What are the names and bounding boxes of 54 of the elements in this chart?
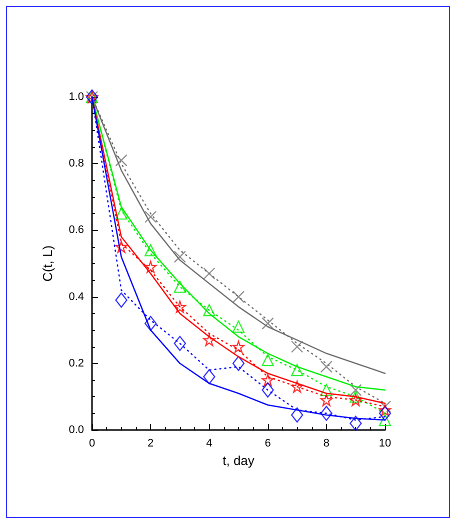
point [378, 414, 392, 426]
point [378, 404, 392, 416]
y-tick-label: 0.6 [68, 224, 84, 236]
point [144, 316, 157, 332]
point [203, 304, 216, 316]
point [144, 210, 157, 223]
point [174, 280, 186, 293]
point [203, 369, 216, 384]
point [115, 240, 128, 253]
point [350, 384, 362, 396]
point [320, 406, 332, 421]
x-tick-label: 6 [264, 438, 271, 450]
point [174, 250, 186, 263]
x-tick-label: 8 [323, 438, 330, 450]
point [232, 340, 245, 353]
y-tick-label: 0.0 [68, 424, 84, 436]
point [262, 317, 274, 330]
point [203, 334, 216, 346]
point [350, 394, 362, 406]
y-tick-label: 0.4 [68, 290, 84, 303]
y-tick-label: 0.2 [68, 357, 84, 370]
y-tick-label: 1.0 [68, 91, 84, 103]
point [291, 407, 304, 423]
point [291, 340, 304, 353]
point [115, 292, 128, 308]
point [174, 300, 186, 313]
point [174, 336, 186, 352]
point [291, 380, 304, 393]
x-tick-label: 4 [206, 438, 212, 450]
point [320, 384, 332, 396]
point [320, 360, 332, 373]
point [378, 406, 392, 421]
point [320, 394, 332, 406]
point [378, 400, 392, 413]
x-axis-title: t, day [222, 453, 255, 468]
x-tick-label: 2 [148, 438, 154, 450]
point [262, 374, 274, 386]
point [262, 354, 274, 366]
y-axis-title: C(t, L) [40, 245, 55, 282]
point [115, 154, 128, 166]
point [262, 382, 274, 398]
point [232, 320, 245, 333]
x-tick-label: 10 [378, 438, 392, 450]
point [232, 290, 245, 303]
point [144, 244, 157, 256]
point [350, 416, 362, 431]
x-tick-label: 0 [88, 438, 96, 450]
point [291, 364, 304, 376]
point [350, 390, 362, 403]
point [115, 207, 128, 220]
point [203, 267, 216, 280]
point [144, 260, 157, 273]
y-tick-label: 0.8 [68, 158, 84, 170]
point [232, 356, 245, 371]
